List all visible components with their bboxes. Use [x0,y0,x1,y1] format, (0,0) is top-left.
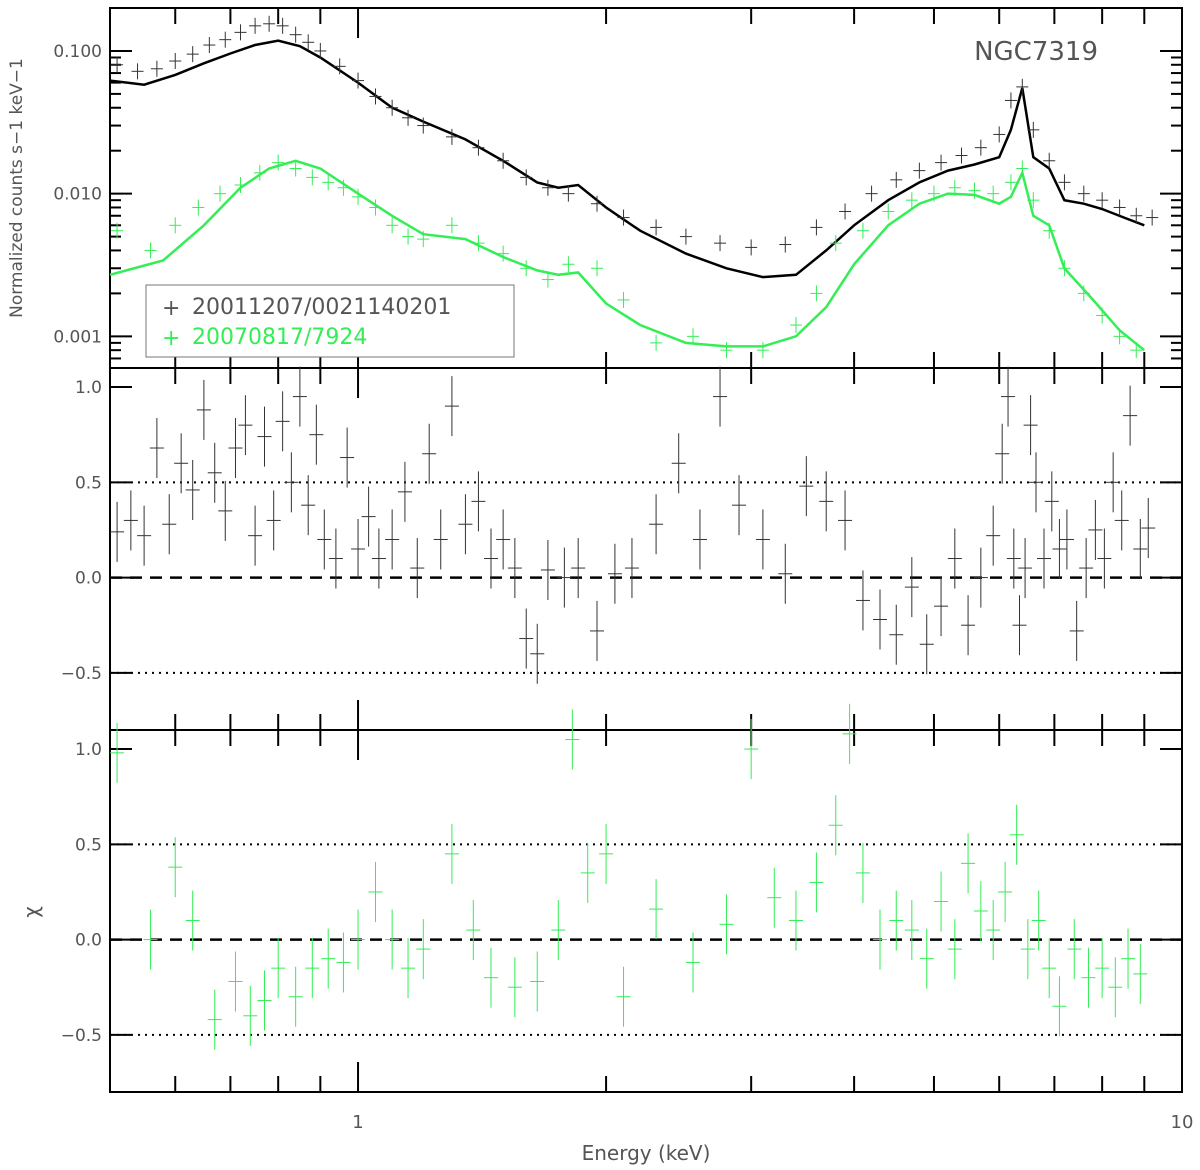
residual-1-points [110,366,1156,684]
residual-ylabel: χ [19,906,43,918]
spectrum-panel: 0.001 0.010 0.100 NGC7319 + 20011207/00211… [7,7,1183,369]
residual-1-axes: −0.5 0.0 0.5 1.0 [61,368,1182,730]
residual-ytick-label: 0.5 [75,835,102,855]
residual-panel-2-frame [109,729,1183,1093]
source-label: NGC7319 [974,37,1098,67]
legend-marker-1: + [162,296,180,321]
residual-ytick-label: 1.0 [75,740,102,760]
residual-panel-1-frame [109,367,1183,731]
spectrum-axes: 0.001 0.010 0.100 [53,7,1182,369]
residual-ytick-label: 0.5 [75,473,102,493]
legend: + 20011207/0021140201 + 20070817/7924 [145,284,515,358]
residual-ytick-label: −0.5 [61,664,102,684]
x-axis-label: Energy (keV) [582,1141,711,1165]
residual-2-points [110,703,1148,1050]
legend-marker-2: + [162,326,180,351]
residual-ytick-label: −0.5 [61,1026,102,1046]
residual-ytick-label: 1.0 [75,378,102,398]
legend-entry-2: 20070817/7924 [192,325,367,350]
legend-box [145,284,515,358]
spectrum-ytick-label: 0.100 [53,42,102,62]
model-line-1 [109,39,1145,279]
legend-entry-1: 20011207/0021140201 [192,295,451,320]
spectrum-ytick-label: 0.010 [53,185,102,205]
x-tick-labels: 1 10 [352,1112,1193,1133]
model-line-2 [109,159,1146,352]
spectrum-points [111,15,1159,359]
x-tick-label: 10 [1171,1112,1194,1133]
x-tick-label: 1 [352,1112,363,1133]
spectrum-ylabel: Normalized counts s−1 keV−1 [7,58,27,318]
spectrum-models [109,39,1146,352]
spectrum-ytick-label: 0.001 [53,327,102,347]
residual-ytick-label: 0.0 [75,569,102,589]
residual-panel-2: −0.5 0.0 0.5 1.0 χ [19,703,1183,1093]
residual-2-axes: −0.5 0.0 0.5 1.0 [61,730,1182,1092]
residual-ytick-label: 0.0 [75,931,102,951]
residual-panel-1: −0.5 0.0 0.5 1.0 [61,366,1183,731]
